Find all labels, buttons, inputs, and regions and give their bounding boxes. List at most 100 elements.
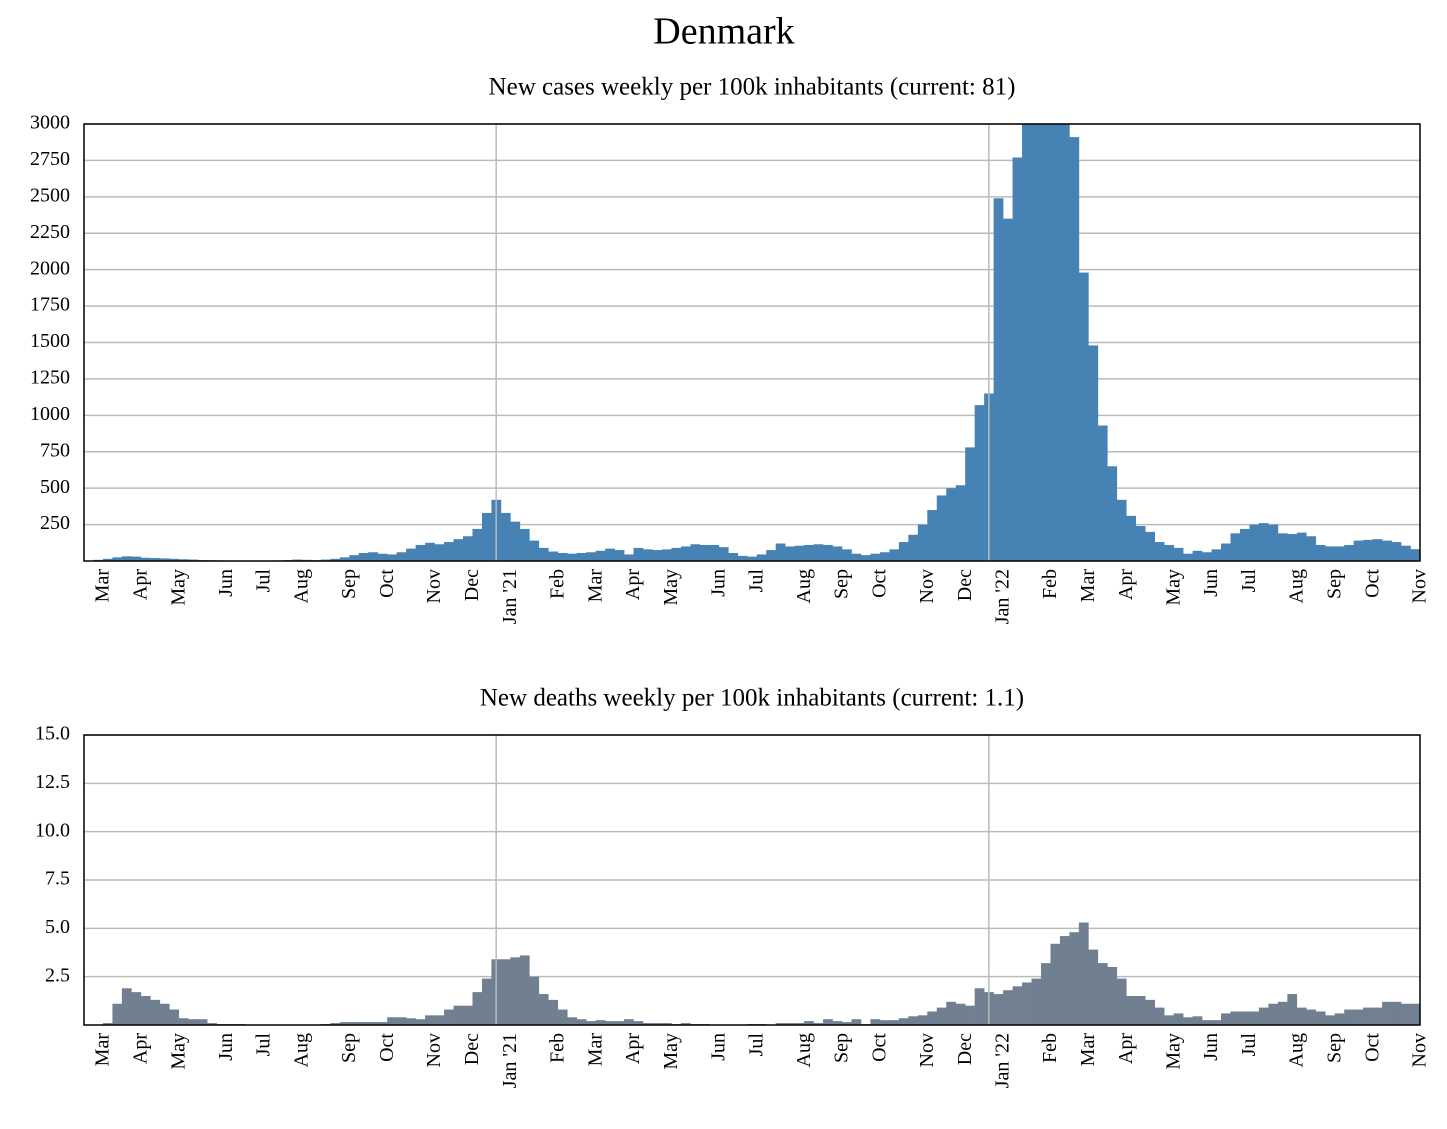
x-tick-label: Feb: [546, 569, 568, 599]
bar: [1363, 1007, 1373, 1025]
bar: [1353, 1009, 1364, 1025]
bar: [586, 1021, 596, 1025]
bar: [121, 988, 132, 1025]
bar: [1410, 549, 1421, 561]
x-tick-label: Sep: [831, 569, 853, 599]
bar: [1012, 986, 1023, 1025]
bar: [595, 1020, 606, 1025]
bar: [1192, 550, 1203, 561]
x-tick-label: May: [660, 1033, 682, 1070]
x-tick-label: Apr: [622, 1033, 644, 1064]
bar: [1382, 1001, 1392, 1025]
bar: [406, 1018, 416, 1025]
x-tick-label: Jan '21: [499, 569, 521, 624]
bar: [898, 1018, 909, 1025]
x-tick-label: Dec: [461, 569, 483, 601]
x-tick-label: Nov: [423, 1033, 445, 1067]
bar: [1003, 218, 1013, 561]
bar: [444, 1009, 454, 1025]
bar: [112, 1003, 123, 1025]
bar: [377, 1022, 388, 1025]
bar: [917, 1015, 928, 1025]
y-tick-label: 1000: [30, 403, 70, 425]
bar: [936, 495, 947, 561]
x-tick-label: May: [167, 569, 189, 606]
bar: [500, 512, 511, 561]
x-tick-label: Jan '21: [499, 1033, 521, 1088]
bar: [576, 1019, 587, 1025]
bar: [368, 552, 379, 561]
bar: [1249, 1011, 1260, 1025]
bar: [955, 485, 966, 561]
bar: [860, 555, 871, 561]
x-tick-label: Jul: [745, 569, 767, 593]
bar: [747, 556, 758, 561]
bar: [965, 447, 975, 561]
bar: [102, 1023, 113, 1025]
y-tick-label: 500: [40, 476, 70, 498]
bar: [197, 1019, 208, 1025]
bar: [624, 1019, 634, 1025]
bar: [614, 550, 625, 561]
bar: [908, 1016, 919, 1025]
bar: [794, 545, 805, 561]
bar: [1031, 124, 1042, 561]
bar: [946, 488, 957, 561]
bar: [567, 1017, 578, 1025]
bar: [358, 552, 369, 561]
bar: [349, 1022, 360, 1025]
bar: [1059, 936, 1070, 1025]
bar: [1202, 552, 1212, 561]
bar: [1145, 531, 1155, 561]
bar: [1192, 1016, 1203, 1025]
bar: [1221, 1013, 1231, 1025]
y-tick-label: 10.0: [35, 819, 70, 841]
bar: [955, 1003, 966, 1025]
y-tick-label: 5.0: [45, 916, 70, 938]
bar: [1306, 1009, 1317, 1025]
bar: [586, 552, 596, 561]
bar: [671, 547, 682, 561]
bar: [1069, 137, 1080, 562]
bar: [140, 557, 151, 561]
bar: [889, 549, 900, 561]
bar: [1325, 1015, 1336, 1025]
bar: [121, 556, 132, 561]
bar: [1221, 543, 1231, 561]
bar: [842, 549, 852, 561]
bar: [680, 546, 691, 561]
bar: [1116, 499, 1127, 561]
bar: [131, 992, 142, 1025]
bar: [775, 543, 786, 561]
x-tick-label: Mar: [92, 1033, 114, 1067]
bar: [557, 1009, 568, 1025]
bar: [927, 1011, 938, 1025]
bar: [1382, 540, 1392, 561]
x-tick-label: Aug: [291, 569, 313, 603]
bar: [614, 1021, 625, 1025]
bar: [1325, 546, 1336, 561]
x-tick-label: Oct: [376, 569, 398, 598]
bar: [481, 512, 492, 561]
bar: [652, 550, 663, 561]
bar: [1022, 982, 1032, 1025]
page-title: Denmark: [653, 11, 794, 53]
bar: [188, 1019, 199, 1025]
bar: [330, 558, 341, 561]
bar: [1353, 540, 1364, 561]
bar: [756, 554, 767, 561]
bar: [1202, 1020, 1212, 1025]
bar: [1277, 533, 1288, 561]
bar: [1268, 524, 1279, 561]
bar: [1183, 1017, 1193, 1025]
x-tick-label: Oct: [1361, 569, 1383, 598]
bar: [1277, 1001, 1288, 1025]
x-tick-label: Feb: [1039, 569, 1061, 599]
bar: [529, 540, 540, 561]
bar: [150, 999, 161, 1025]
bar: [946, 1001, 957, 1025]
bar: [1145, 999, 1155, 1025]
x-tick-label: Aug: [1285, 1033, 1307, 1067]
x-tick-label: Sep: [1323, 569, 1345, 599]
